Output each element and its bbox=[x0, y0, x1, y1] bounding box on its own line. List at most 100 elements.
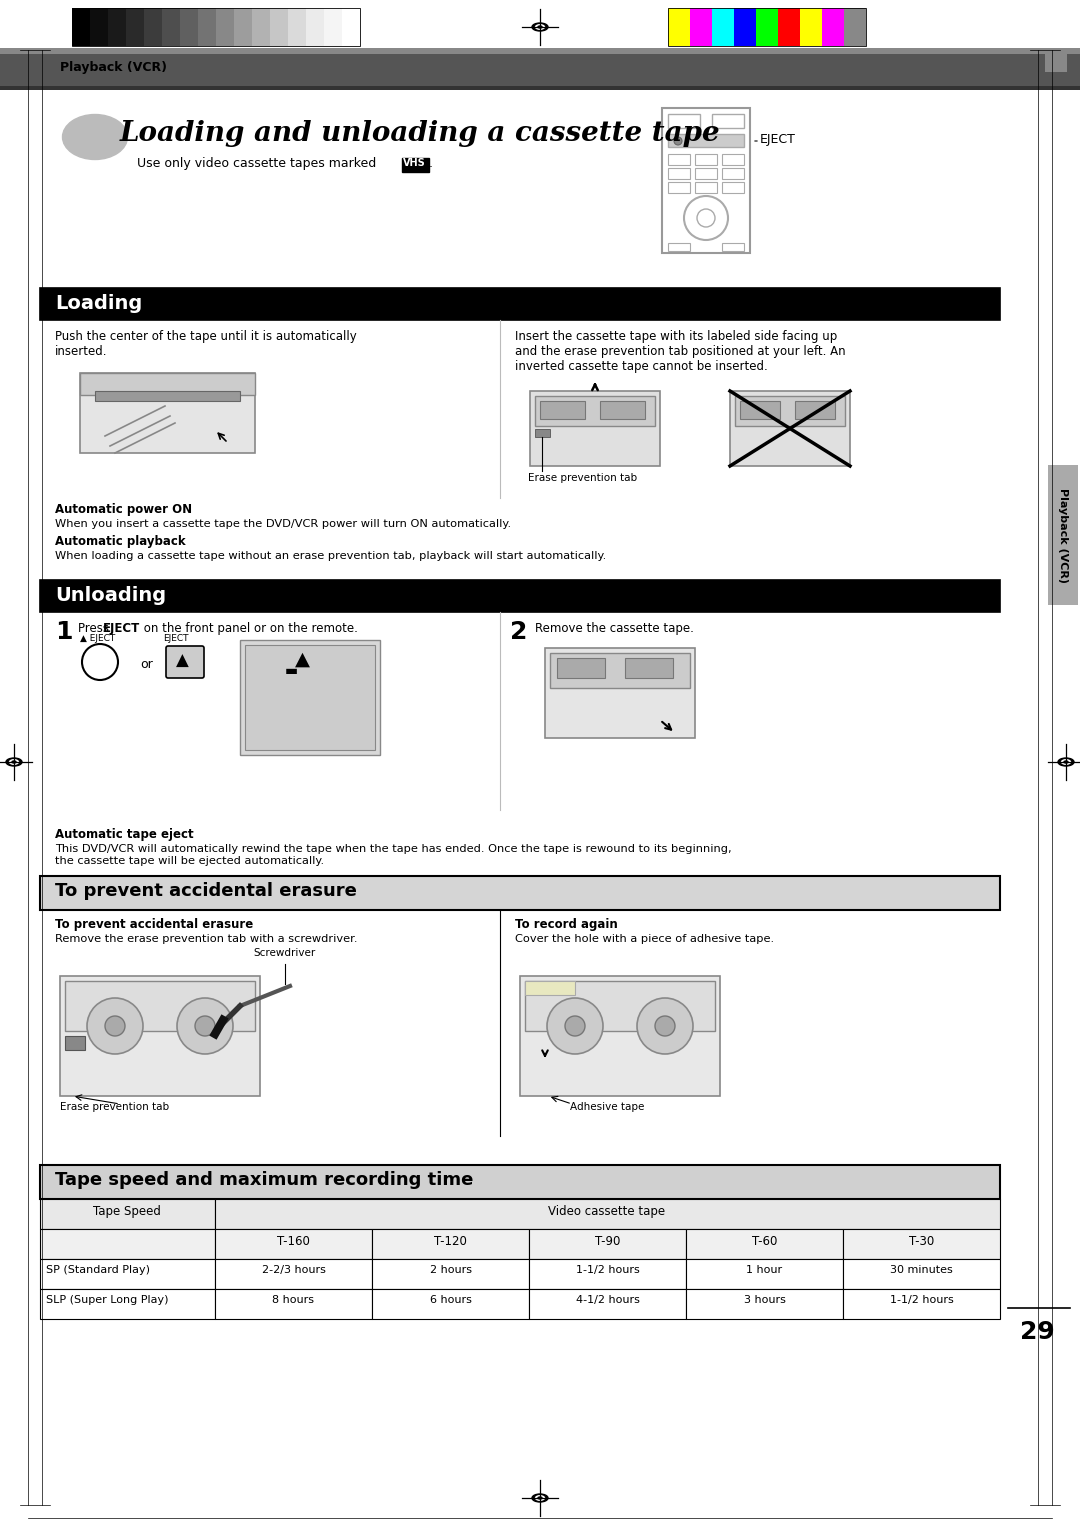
Text: Remove the erase prevention tab with a screwdriver.: Remove the erase prevention tab with a s… bbox=[55, 934, 357, 944]
Circle shape bbox=[565, 1016, 585, 1036]
Bar bbox=[270, 8, 288, 46]
Text: 30 minutes: 30 minutes bbox=[890, 1265, 953, 1274]
Bar bbox=[342, 8, 360, 46]
Bar bbox=[843, 8, 866, 46]
Text: Push the center of the tape until it is automatically
inserted.: Push the center of the tape until it is … bbox=[55, 330, 356, 358]
Text: EJECT: EJECT bbox=[760, 133, 796, 147]
Bar bbox=[712, 8, 734, 46]
Bar bbox=[40, 1199, 215, 1229]
Bar bbox=[669, 154, 690, 165]
Text: T-120: T-120 bbox=[434, 1235, 467, 1248]
Text: ▲: ▲ bbox=[176, 652, 189, 669]
Bar bbox=[662, 108, 750, 254]
Text: Insert the cassette tape with its labeled side facing up
and the erase preventio: Insert the cassette tape with its labele… bbox=[515, 330, 846, 373]
Ellipse shape bbox=[1058, 758, 1074, 766]
Text: Automatic tape eject: Automatic tape eject bbox=[55, 828, 193, 840]
Text: on the front panel or on the remote.: on the front panel or on the remote. bbox=[140, 622, 357, 636]
Circle shape bbox=[637, 998, 693, 1054]
Bar bbox=[669, 182, 690, 193]
Text: Automatic power ON: Automatic power ON bbox=[55, 503, 192, 516]
Bar bbox=[198, 8, 216, 46]
Bar bbox=[740, 400, 780, 419]
Text: Use only video cassette tapes marked: Use only video cassette tapes marked bbox=[137, 157, 380, 170]
Bar bbox=[215, 1229, 372, 1259]
Bar bbox=[40, 1229, 215, 1259]
Bar bbox=[550, 652, 690, 688]
Bar bbox=[324, 8, 342, 46]
Text: EJECT: EJECT bbox=[103, 622, 140, 636]
Ellipse shape bbox=[538, 1497, 542, 1499]
Bar bbox=[72, 8, 90, 46]
Bar bbox=[723, 182, 744, 193]
Text: 2-2/3 hours: 2-2/3 hours bbox=[261, 1265, 325, 1274]
Bar bbox=[372, 1290, 529, 1319]
Bar bbox=[529, 1290, 686, 1319]
Bar bbox=[40, 581, 1000, 613]
Text: VHS: VHS bbox=[403, 157, 426, 168]
Text: 3 hours: 3 hours bbox=[743, 1296, 785, 1305]
Bar bbox=[723, 243, 744, 251]
Bar bbox=[252, 8, 270, 46]
Bar bbox=[402, 157, 429, 173]
Circle shape bbox=[674, 138, 681, 145]
Bar bbox=[529, 1259, 686, 1290]
Bar bbox=[306, 8, 324, 46]
Ellipse shape bbox=[538, 26, 542, 28]
FancyBboxPatch shape bbox=[166, 646, 204, 678]
Text: Erase prevention tab: Erase prevention tab bbox=[528, 474, 637, 483]
Text: Loading: Loading bbox=[55, 293, 143, 313]
Bar bbox=[90, 8, 108, 46]
Bar bbox=[756, 8, 778, 46]
Bar bbox=[40, 581, 1000, 613]
Text: 2: 2 bbox=[510, 620, 527, 643]
Ellipse shape bbox=[1062, 759, 1070, 764]
Bar bbox=[372, 1229, 529, 1259]
Text: ▬: ▬ bbox=[285, 665, 298, 678]
Bar bbox=[180, 8, 198, 46]
Text: Erase prevention tab: Erase prevention tab bbox=[60, 1102, 170, 1112]
Bar bbox=[216, 8, 234, 46]
Bar bbox=[800, 8, 822, 46]
Text: ▲ EJECT: ▲ EJECT bbox=[80, 634, 116, 643]
Bar bbox=[525, 981, 575, 995]
Text: Unloading: Unloading bbox=[55, 587, 166, 605]
Bar bbox=[80, 373, 255, 396]
Bar bbox=[72, 8, 360, 46]
Bar bbox=[600, 400, 645, 419]
Text: 8 hours: 8 hours bbox=[272, 1296, 314, 1305]
Bar bbox=[215, 1259, 372, 1290]
Bar bbox=[215, 1199, 1000, 1229]
Bar bbox=[40, 1164, 1000, 1199]
Text: To prevent accidental erasure: To prevent accidental erasure bbox=[55, 918, 253, 931]
Bar bbox=[625, 659, 673, 678]
Text: SLP (Super Long Play): SLP (Super Long Play) bbox=[46, 1296, 168, 1305]
Bar bbox=[1045, 50, 1067, 72]
Bar bbox=[545, 648, 696, 738]
Bar bbox=[288, 8, 306, 46]
Text: SP (Standard Play): SP (Standard Play) bbox=[46, 1265, 150, 1274]
Bar bbox=[778, 8, 800, 46]
Circle shape bbox=[546, 998, 603, 1054]
Circle shape bbox=[195, 1016, 215, 1036]
Circle shape bbox=[87, 998, 143, 1054]
Bar bbox=[65, 981, 255, 1031]
Bar bbox=[735, 396, 845, 426]
Bar bbox=[686, 1229, 843, 1259]
Bar bbox=[557, 659, 605, 678]
Bar bbox=[669, 134, 744, 147]
Text: Press: Press bbox=[78, 622, 112, 636]
Text: Screwdriver: Screwdriver bbox=[254, 947, 316, 958]
Ellipse shape bbox=[63, 115, 127, 159]
Bar bbox=[525, 981, 715, 1031]
Text: To prevent accidental erasure: To prevent accidental erasure bbox=[55, 882, 356, 900]
Bar bbox=[686, 1259, 843, 1290]
Bar bbox=[95, 391, 240, 400]
Text: Cover the hole with a piece of adhesive tape.: Cover the hole with a piece of adhesive … bbox=[515, 934, 774, 944]
Text: Adhesive tape: Adhesive tape bbox=[570, 1102, 645, 1112]
Bar bbox=[730, 391, 850, 466]
Bar bbox=[723, 168, 744, 179]
Bar bbox=[696, 182, 717, 193]
Ellipse shape bbox=[1064, 761, 1068, 762]
Text: 29: 29 bbox=[1020, 1320, 1055, 1345]
Ellipse shape bbox=[532, 1494, 548, 1502]
